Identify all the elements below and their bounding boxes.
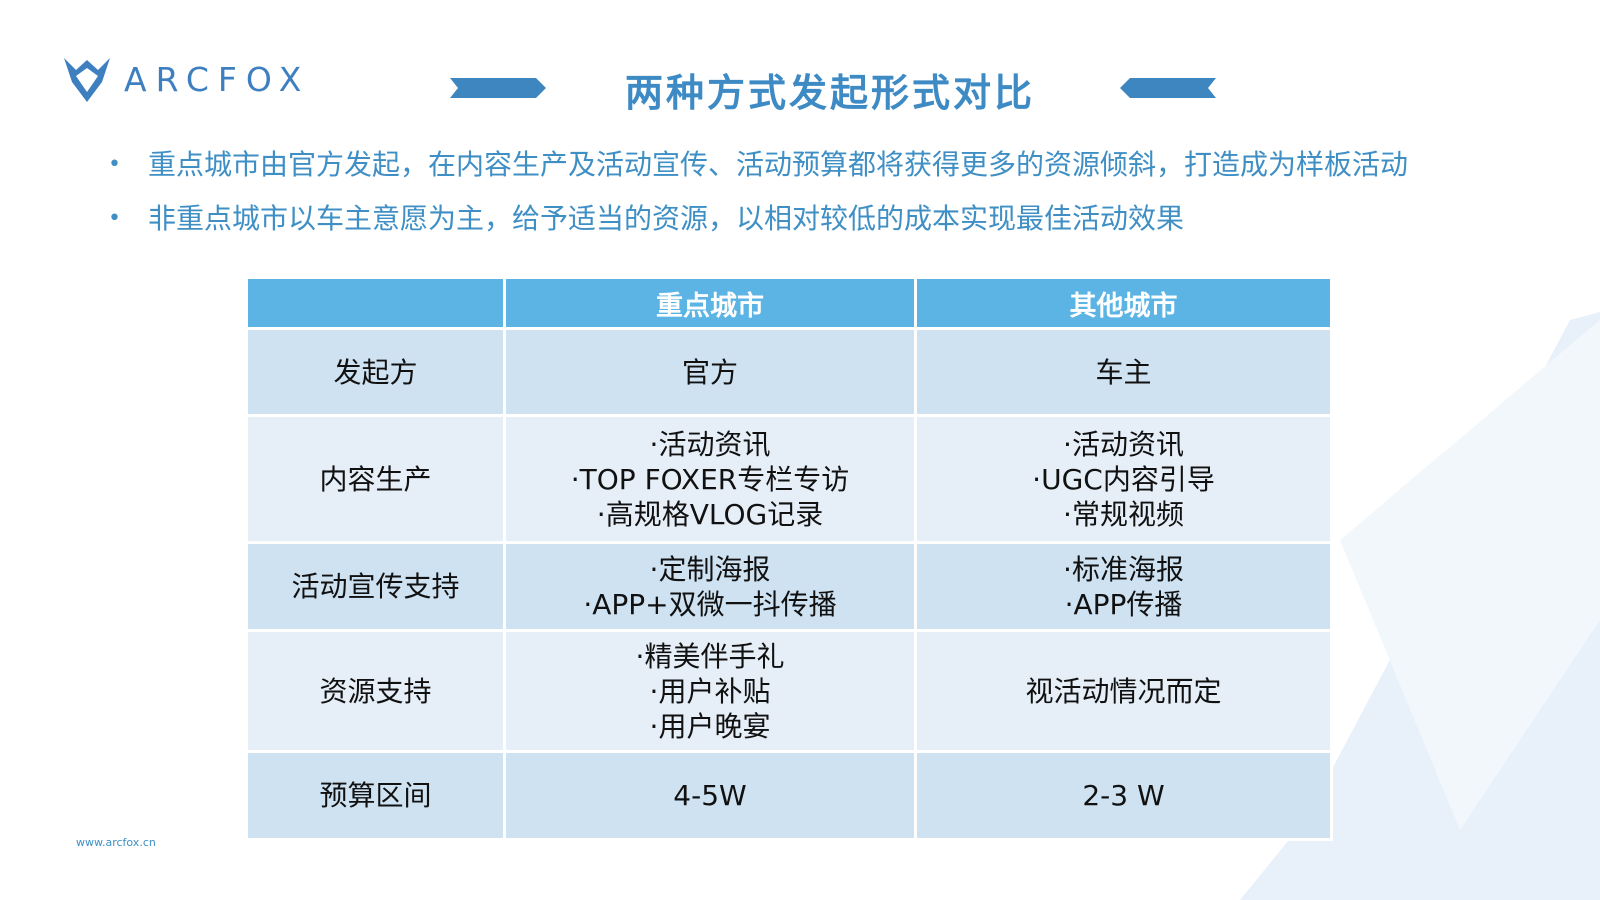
other-city-cell: 车主 bbox=[914, 327, 1333, 417]
bullet-dot-icon: • bbox=[108, 152, 121, 177]
bullet-item: • 非重点城市以车主意愿为主，给予适当的资源，以相对较低的成本实现最佳活动效果 bbox=[108, 204, 1408, 234]
bullet-list: • 重点城市由官方发起，在内容生产及活动宣传、活动预算都将获得更多的资源倾斜，打… bbox=[108, 150, 1408, 258]
cell-line: ·TOP FOXER专栏专访 bbox=[570, 462, 850, 496]
table-row: 预算区间 4-5W 2-3 W bbox=[245, 750, 1333, 841]
row-label: 发起方 bbox=[245, 327, 506, 417]
key-city-cell: 官方 bbox=[503, 327, 917, 417]
arcfox-logo: ARCFOX bbox=[62, 52, 310, 106]
other-city-cell: ·活动资讯 ·UGC内容引导 ·常规视频 bbox=[914, 414, 1333, 544]
cell-line: ·标准海报 bbox=[1063, 552, 1184, 586]
table-row: 发起方 官方 车主 bbox=[245, 327, 1333, 417]
cell-line: 2-3 W bbox=[1082, 779, 1165, 812]
cell-line: ·用户晚宴 bbox=[649, 709, 771, 743]
row-label: 预算区间 bbox=[245, 750, 506, 841]
title-right-decoration bbox=[1120, 78, 1216, 98]
cell-line: 视活动情况而定 bbox=[1025, 674, 1222, 708]
header-other-city: 其他城市 bbox=[914, 276, 1333, 330]
key-city-cell: ·定制海报 ·APP+双微一抖传播 bbox=[503, 541, 917, 632]
table-row: 内容生产 ·活动资讯 ·TOP FOXER专栏专访 ·高规格VLOG记录 ·活动… bbox=[245, 414, 1333, 544]
key-city-cell: ·精美伴手礼 ·用户补贴 ·用户晚宴 bbox=[503, 629, 917, 753]
footer-url: www.arcfox.cn bbox=[76, 836, 156, 849]
row-label: 资源支持 bbox=[245, 629, 506, 753]
cell-line: ·定制海报 bbox=[649, 552, 771, 586]
fox-logo-icon bbox=[64, 58, 110, 102]
cell-line: ·APP传播 bbox=[1064, 587, 1183, 621]
cell-line: ·高规格VLOG记录 bbox=[596, 497, 824, 531]
cell-line: ·常规视频 bbox=[1063, 497, 1184, 531]
row-label: 内容生产 bbox=[245, 414, 506, 544]
cell-line: 官方 bbox=[681, 355, 738, 389]
key-city-cell: ·活动资讯 ·TOP FOXER专栏专访 ·高规格VLOG记录 bbox=[503, 414, 917, 544]
bullet-item: • 重点城市由官方发起，在内容生产及活动宣传、活动预算都将获得更多的资源倾斜，打… bbox=[108, 150, 1408, 180]
cell-line: ·活动资讯 bbox=[1063, 427, 1184, 461]
header-key-city: 重点城市 bbox=[503, 276, 917, 330]
table-row: 资源支持 ·精美伴手礼 ·用户补贴 ·用户晚宴 视活动情况而定 bbox=[245, 629, 1333, 753]
brand-name: ARCFOX bbox=[124, 59, 311, 99]
bullet-dot-icon: • bbox=[108, 206, 121, 231]
bullet-text: 非重点城市以车主意愿为主，给予适当的资源，以相对较低的成本实现最佳活动效果 bbox=[148, 202, 1185, 235]
other-city-cell: ·标准海报 ·APP传播 bbox=[914, 541, 1333, 632]
bullet-text: 重点城市由官方发起，在内容生产及活动宣传、活动预算都将获得更多的资源倾斜，打造成… bbox=[148, 148, 1409, 181]
title-left-decoration bbox=[450, 78, 546, 98]
header-empty bbox=[245, 276, 506, 330]
table-row: 活动宣传支持 ·定制海报 ·APP+双微一抖传播 ·标准海报 ·APP传播 bbox=[245, 541, 1333, 632]
cell-line: ·UGC内容引导 bbox=[1032, 462, 1215, 496]
cell-line: ·用户补贴 bbox=[649, 674, 771, 708]
cell-line: 4-5W bbox=[673, 779, 747, 812]
cell-line: ·精美伴手礼 bbox=[635, 639, 785, 673]
other-city-cell: 视活动情况而定 bbox=[914, 629, 1333, 753]
cell-line: 车主 bbox=[1095, 355, 1152, 389]
other-city-cell: 2-3 W bbox=[914, 750, 1333, 841]
comparison-table: 重点城市 其他城市 发起方 官方 车主 内容生产 ·活动资讯 ·TOP FOXE… bbox=[245, 276, 1333, 841]
row-label: 活动宣传支持 bbox=[245, 541, 506, 632]
key-city-cell: 4-5W bbox=[503, 750, 917, 841]
table-header-row: 重点城市 其他城市 bbox=[245, 276, 1333, 330]
page-title: 两种方式发起形式对比 bbox=[624, 71, 1035, 115]
cell-line: ·活动资讯 bbox=[649, 427, 771, 461]
cell-line: ·APP+双微一抖传播 bbox=[583, 587, 837, 621]
